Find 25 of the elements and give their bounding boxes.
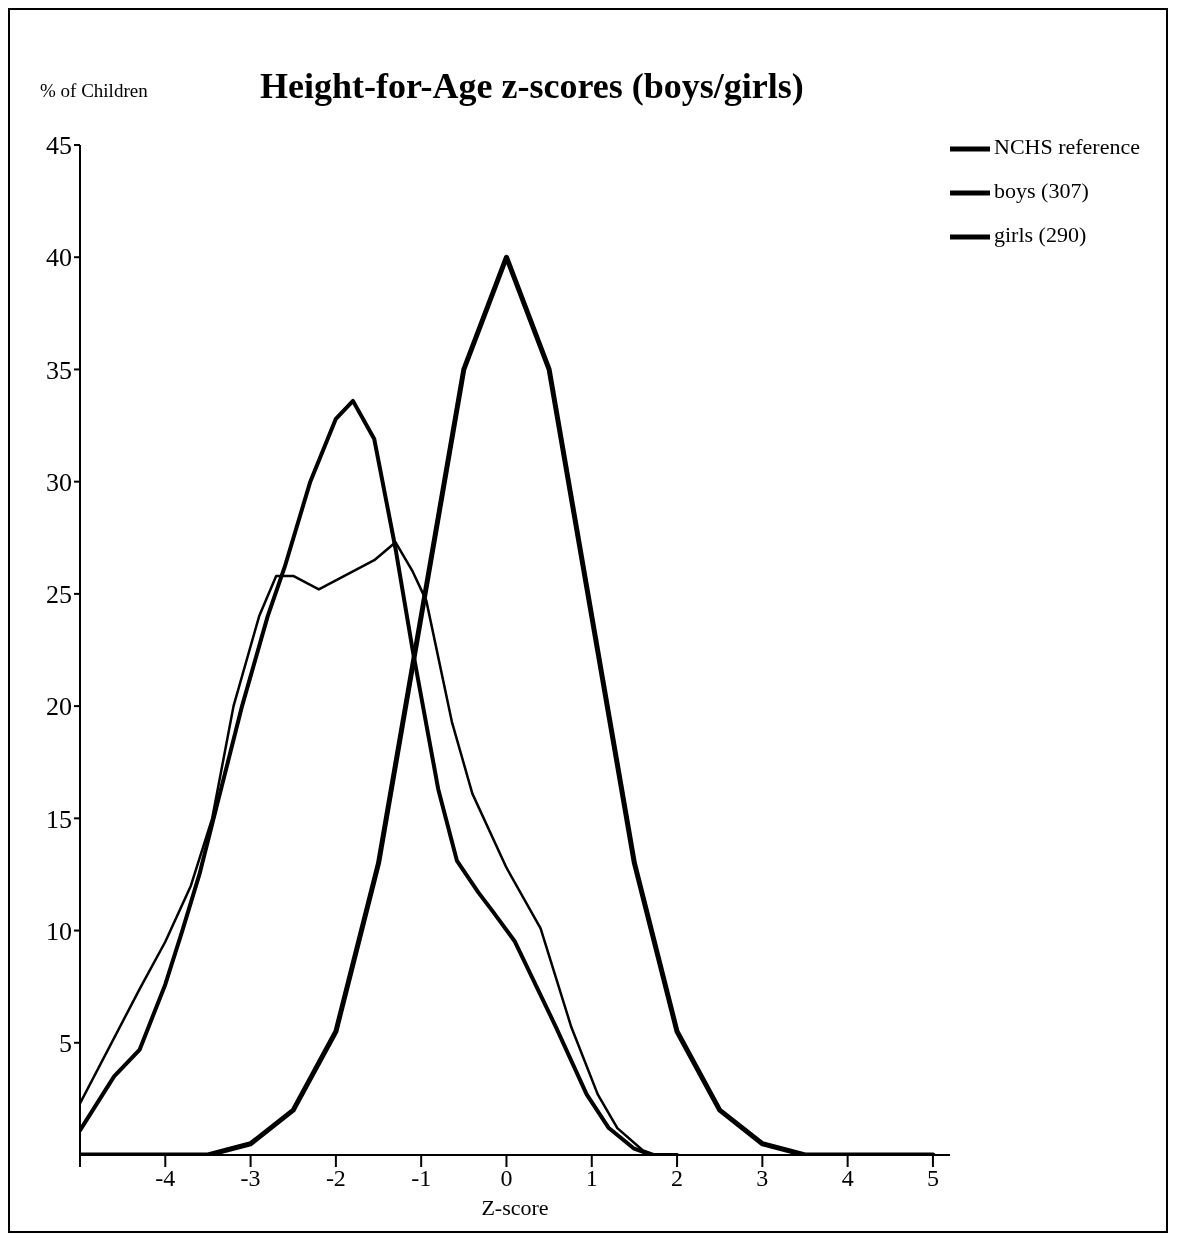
x-tick-label: 0	[500, 1165, 513, 1192]
y-tick-label: 30	[46, 467, 72, 497]
legend-label: NCHS reference	[994, 134, 1140, 159]
y-tick-label: 20	[46, 692, 72, 722]
x-tick-label: 3	[756, 1165, 769, 1192]
y-tick-label: 45	[46, 131, 72, 161]
x-tick-label: 4	[841, 1165, 854, 1192]
x-tick-label: -2	[325, 1165, 346, 1192]
y-tick-label: 40	[46, 243, 72, 273]
y-tick-label: 35	[46, 355, 72, 385]
y-tick-label: 5	[59, 1029, 72, 1059]
x-tick-label: 2	[671, 1165, 684, 1192]
y-axis-title: % of Children	[40, 80, 148, 102]
legend-label: boys (307)	[994, 178, 1089, 203]
x-tick-label: 5	[926, 1165, 939, 1192]
x-tick-label: -1	[411, 1165, 432, 1192]
x-tick-label: -3	[240, 1165, 261, 1192]
x-tick-label: 1	[585, 1165, 598, 1192]
y-tick-label: 25	[46, 580, 72, 610]
x-tick-label: -4	[155, 1165, 176, 1192]
y-tick-label: 15	[46, 804, 72, 834]
chart-title: Height-for-Age z-scores (boys/girls)	[260, 65, 804, 107]
x-axis-title: Z-score	[481, 1195, 549, 1220]
legend-label: girls (290)	[994, 222, 1087, 247]
y-tick-label: 10	[46, 916, 72, 946]
